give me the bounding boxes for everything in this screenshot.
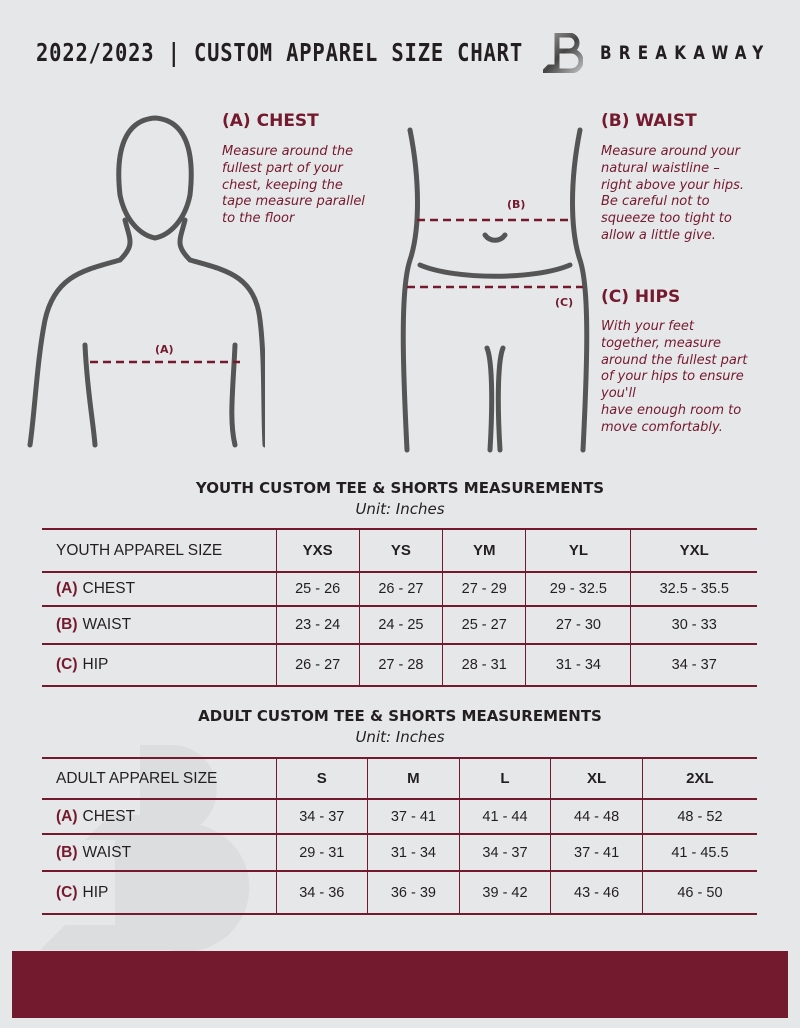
table-cell: 43 - 46 (550, 870, 643, 915)
table-cell: 24 - 25 (358, 605, 443, 645)
table-cell: 39 - 42 (458, 870, 551, 915)
table-cell: 29 - 31 (275, 833, 368, 872)
table-cell: 37 - 41 (550, 833, 643, 872)
hips-description: With your feet together, measure around … (601, 319, 748, 435)
size-header: 2XL (641, 757, 757, 800)
table-cell: 34 - 37 (458, 833, 551, 872)
size-header: L (458, 757, 551, 800)
row-label: (A) CHEST (42, 798, 276, 835)
youth-unit: Unit: Inches (355, 500, 445, 518)
size-header: YS (358, 528, 443, 573)
lower-body-illustration (400, 127, 590, 453)
chest-heading: (A) CHEST (222, 111, 319, 131)
table-row: (C) HIP 26 - 27 27 - 28 28 - 31 31 - 34 34 - … (42, 643, 757, 687)
size-header: YL (525, 528, 631, 573)
table-cell: 34 - 36 (275, 870, 368, 915)
table-cell: 25 - 26 (275, 571, 360, 607)
table-cell: 36 - 39 (367, 870, 460, 915)
chest-description: Measure around the fullest part of your … (222, 144, 365, 227)
table-cell: 44 - 48 (550, 798, 643, 835)
size-header: M (367, 757, 460, 800)
table-cell: 34 - 37 (630, 643, 757, 687)
adult-size-table: ADULT APPAREL SIZE S M L XL 2XL (A) CHEST… (42, 757, 757, 915)
table-cell: 30 - 33 (630, 605, 757, 645)
size-header: YM (442, 528, 526, 573)
table-row: (B) WAIST 23 - 24 24 - 25 25 - 27 27 - 30 30 … (42, 605, 757, 645)
breakaway-logo-icon (543, 33, 583, 73)
size-label: ADULT APPAREL SIZE (42, 757, 276, 800)
adult-table-title: ADULT CUSTOM TEE & SHORTS MEASUREMENTS (198, 707, 602, 725)
table-cell: 27 - 28 (358, 643, 443, 687)
table-cell: 25 - 27 (442, 605, 526, 645)
size-header: YXL (630, 528, 757, 573)
upper-body-illustration (27, 115, 265, 448)
table-header-row: ADULT APPAREL SIZE S M L XL 2XL (42, 757, 757, 800)
row-label: (B) WAIST (42, 833, 276, 872)
hips-heading: (C) HIPS (601, 287, 681, 307)
table-cell: 26 - 27 (275, 643, 360, 687)
waist-heading: (B) WAIST (601, 111, 697, 131)
table-cell: 41 - 45.5 (641, 833, 757, 872)
brand-name: BREAKAWAY (600, 42, 771, 64)
table-cell: 29 - 32.5 (525, 571, 631, 607)
size-label: YOUTH APPAREL SIZE (42, 528, 276, 573)
table-cell: 41 - 44 (458, 798, 551, 835)
table-cell: 34 - 37 (275, 798, 368, 835)
row-label: (C) HIP (42, 643, 276, 687)
youth-table-title: YOUTH CUSTOM TEE & SHORTS MEASUREMENTS (195, 479, 605, 497)
adult-unit: Unit: Inches (355, 728, 445, 746)
table-cell: 32.5 - 35.5 (630, 571, 757, 607)
table-cell: 48 - 52 (641, 798, 757, 835)
table-row: (B) WAIST 29 - 31 31 - 34 34 - 37 37 - 41 41 … (42, 833, 757, 872)
table-cell: 27 - 29 (442, 571, 526, 607)
waist-marker: (B) (507, 198, 526, 211)
table-cell: 31 - 34 (367, 833, 460, 872)
size-header: XL (550, 757, 643, 800)
footer-bar (12, 951, 788, 1018)
table-header-row: YOUTH APPAREL SIZE YXS YS YM YL YXL (42, 528, 757, 573)
page-title: 2022/2023 | CUSTOM APPAREL SIZE CHART (36, 38, 524, 67)
table-cell: 26 - 27 (358, 571, 443, 607)
table-row: (C) HIP 34 - 36 36 - 39 39 - 42 43 - 46 46 - … (42, 870, 757, 915)
size-header: YXS (275, 528, 360, 573)
chest-marker: (A) (155, 343, 174, 356)
table-cell: 31 - 34 (525, 643, 631, 687)
row-label: (C) HIP (42, 870, 276, 915)
row-label: (A) CHEST (42, 571, 276, 607)
table-cell: 46 - 50 (641, 870, 757, 915)
table-cell: 37 - 41 (367, 798, 460, 835)
table-row: (A) CHEST 25 - 26 26 - 27 27 - 29 29 - 32.5 3… (42, 571, 757, 607)
row-label: (B) WAIST (42, 605, 276, 645)
table-cell: 28 - 31 (442, 643, 526, 687)
size-header: S (275, 757, 368, 800)
hips-marker: (C) (555, 296, 574, 309)
table-cell: 23 - 24 (275, 605, 360, 645)
youth-size-table: YOUTH APPAREL SIZE YXS YS YM YL YXL (A) C… (42, 528, 757, 687)
table-row: (A) CHEST 34 - 37 37 - 41 41 - 44 44 - 48 48 … (42, 798, 757, 835)
waist-description: Measure around your natural waistline – … (601, 144, 745, 243)
table-cell: 27 - 30 (525, 605, 631, 645)
